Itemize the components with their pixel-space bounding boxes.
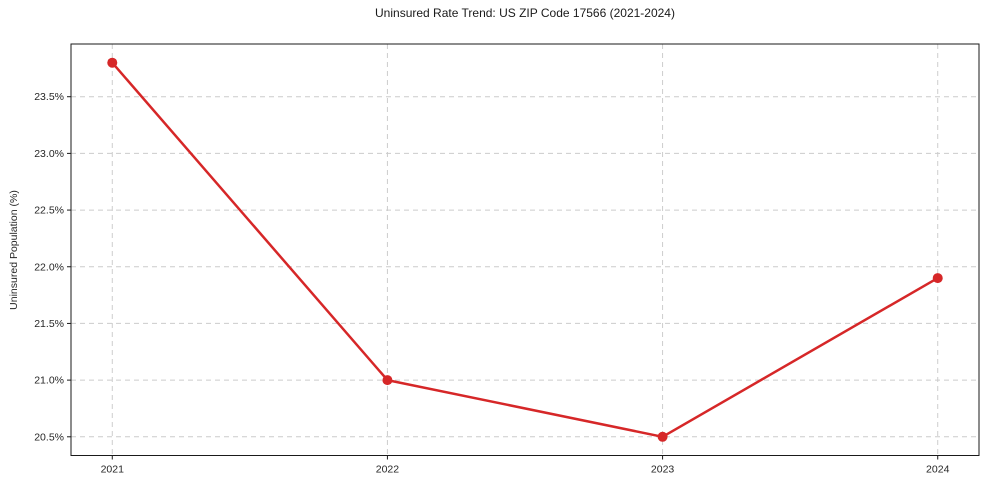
plot-border [70,43,980,456]
x-tick-label: 2022 [376,464,400,476]
x-tick-label: 2023 [651,464,675,476]
data-point-marker [382,375,393,386]
x-tick-label: 2024 [926,464,950,476]
y-tick-label: 21.5% [34,318,64,330]
trend-line [111,61,939,439]
y-tick-label: 23.0% [34,148,64,160]
y-axis-label: Uninsured Population (%) [8,190,20,310]
data-point-marker [657,431,668,442]
y-tick-label: 22.0% [34,261,64,273]
x-tick-label: 2021 [101,464,125,476]
data-point-marker [107,57,118,68]
y-tick-label: 23.5% [34,91,64,103]
chart-title: Uninsured Rate Trend: US ZIP Code 17566 … [375,6,675,20]
y-tick-label: 22.5% [34,205,64,217]
y-tick-label: 21.0% [34,375,64,387]
y-tick-label: 20.5% [34,431,64,443]
data-point-marker [932,273,943,284]
